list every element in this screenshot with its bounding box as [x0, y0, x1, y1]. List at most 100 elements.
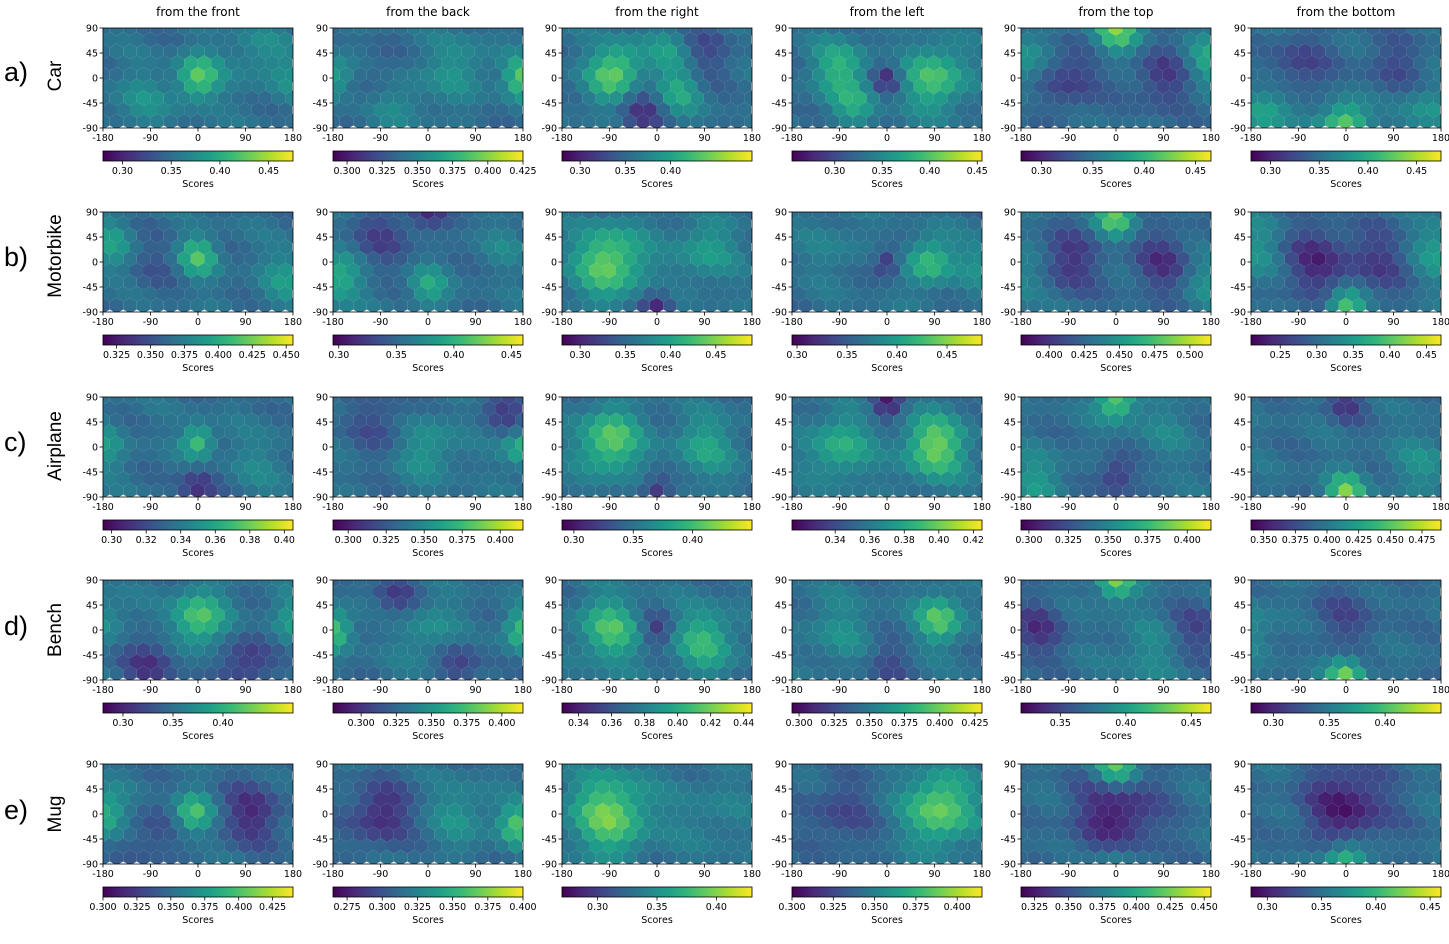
hex-cell: [238, 239, 252, 255]
hex-cell: [643, 424, 657, 440]
hex-cell: [1189, 412, 1204, 429]
hex-cell: [1041, 849, 1055, 864]
hex-cell: [602, 471, 616, 487]
hex-cell: [136, 803, 151, 819]
hex-cell: [703, 436, 718, 452]
hex-cell: [1054, 803, 1069, 819]
y-tick-label: -45: [1230, 650, 1246, 661]
hex-cell: [562, 849, 569, 864]
x-tick-label: 0: [1343, 502, 1349, 513]
hex-cell: [231, 397, 245, 405]
hex-cell: [575, 286, 589, 302]
hex-cell: [947, 826, 961, 842]
hex-cell: [441, 400, 455, 417]
hex-cell: [825, 297, 840, 312]
hex-cell: [703, 274, 718, 290]
hex-cell: [393, 619, 408, 635]
hex-cell: [1298, 665, 1312, 680]
hex-cell: [1054, 595, 1069, 612]
hexbin-cells: [792, 764, 982, 864]
hex-cell: [143, 55, 157, 71]
hex-cell: [819, 215, 833, 232]
hex-cell: [204, 826, 218, 842]
x-tick-label: 180: [514, 317, 532, 328]
hex-cell: [1149, 43, 1163, 60]
hex-cell: [1332, 630, 1346, 647]
hex-cell: [846, 814, 860, 831]
hex-cell: [1108, 212, 1123, 220]
hex-cell: [1345, 55, 1360, 71]
hex-cell: [744, 619, 752, 635]
y-tick-label: 45: [316, 232, 328, 243]
hex-cell: [1251, 43, 1258, 60]
hex-cell: [832, 447, 846, 464]
y-tick-label: -90: [541, 123, 557, 134]
colorbar: [1020, 519, 1212, 531]
hex-cell: [866, 436, 880, 452]
hex-cell: [730, 482, 745, 497]
hex-cell: [1365, 849, 1380, 864]
hex-cell: [913, 215, 928, 232]
hex-cell: [163, 580, 178, 588]
hex-cell: [960, 28, 975, 36]
hex-cell: [1413, 583, 1427, 600]
hex-cell: [1196, 814, 1211, 831]
hex-cell: [103, 642, 110, 658]
hex-cell: [1372, 630, 1387, 647]
colorbar-tick-label: 0.375: [449, 535, 476, 546]
hex-cell: [643, 78, 657, 95]
hex-cell: [1108, 67, 1123, 83]
hex-cell: [927, 791, 941, 807]
hex-cell: [495, 286, 509, 302]
hex-cell: [434, 459, 448, 475]
hex-cell: [609, 43, 623, 60]
hex-cell: [204, 779, 218, 796]
hex-cell: [1169, 78, 1184, 95]
hex-cell: [703, 826, 718, 842]
hex-cell: [812, 580, 826, 588]
colorbar-tick-label: 0.35: [162, 718, 183, 729]
hex-cell: [960, 580, 975, 588]
hex-cell: [447, 580, 462, 588]
colorbar-label: Scores: [1100, 363, 1132, 374]
hex-cell: [717, 482, 731, 497]
y-tick-label: 0: [551, 442, 557, 453]
hex-cell: [933, 803, 948, 819]
hex-cell: [703, 251, 718, 267]
hex-cell: [1081, 665, 1096, 680]
hex-cell: [1203, 459, 1211, 475]
hex-cell: [1041, 412, 1055, 429]
hex-cell: [1183, 630, 1197, 647]
hex-cell: [150, 67, 164, 83]
hex-cell: [157, 424, 171, 440]
y-tick-label: 45: [316, 600, 328, 611]
hex-cell: [366, 113, 381, 128]
hex-cell: [333, 619, 340, 635]
hex-cell: [143, 215, 157, 232]
colorbar-tick-label: 0.40: [212, 718, 233, 729]
hex-cell: [244, 595, 259, 612]
hex-cell: [595, 113, 610, 128]
hex-cell: [1278, 583, 1292, 600]
hex-cell: [1189, 397, 1204, 405]
hex-cell: [1332, 262, 1346, 279]
hex-cell: [1332, 814, 1346, 831]
hex-cell: [407, 251, 421, 267]
hex-cell: [967, 262, 982, 279]
hex-cell: [1088, 838, 1103, 854]
hex-cell: [1021, 55, 1035, 71]
hex-cell: [387, 31, 401, 48]
y-tick-label: -45: [1230, 834, 1246, 845]
hex-cell: [258, 580, 272, 588]
hex-cell: [798, 580, 813, 588]
hex-cell: [636, 619, 650, 635]
hex-cell: [832, 400, 846, 417]
y-tick-label: -45: [312, 467, 328, 478]
hex-cell: [609, 849, 623, 864]
hex-cell: [900, 262, 914, 279]
colorbar-tick-label: 0.375: [902, 902, 929, 913]
hex-cell: [258, 227, 272, 244]
x-tick-label: 90: [698, 317, 710, 328]
hex-cell: [920, 28, 934, 36]
hex-cell: [1122, 212, 1136, 220]
